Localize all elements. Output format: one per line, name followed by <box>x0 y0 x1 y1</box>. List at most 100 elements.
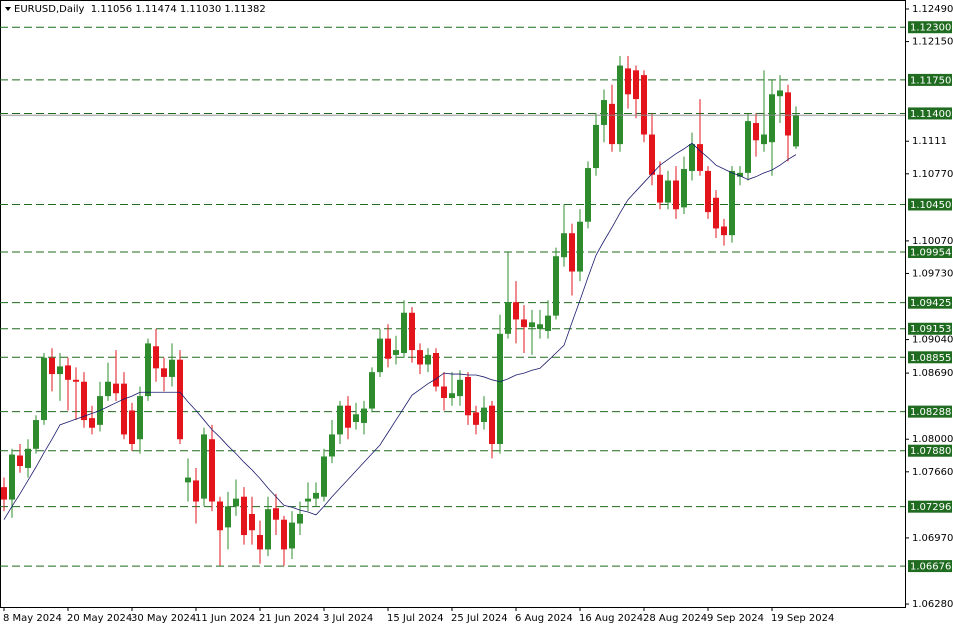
candle-body <box>41 357 47 421</box>
candle-body <box>793 115 799 147</box>
x-tick-label: 6 Aug 2024 <box>515 613 573 624</box>
candle-body <box>593 124 599 169</box>
candle-body <box>249 513 255 531</box>
level-label-text: 1.09425 <box>910 298 951 309</box>
candle-body <box>769 94 775 143</box>
level-label-text: 1.12300 <box>910 23 951 34</box>
candle-body <box>417 350 423 365</box>
candle-body <box>345 405 351 428</box>
x-tick-label: 8 May 2024 <box>3 613 62 624</box>
candle-body <box>617 65 623 145</box>
level-label-text: 1.09954 <box>910 247 951 258</box>
candle-body <box>777 90 783 97</box>
level-label-text: 1.10450 <box>910 200 951 211</box>
candle-body <box>305 498 311 502</box>
level-label: 1.07296 <box>908 500 952 513</box>
candle-body <box>465 376 471 416</box>
candle-body <box>689 144 695 171</box>
candle-body <box>697 144 703 171</box>
x-tick-label: 15 Jul 2024 <box>387 613 444 624</box>
candle-body <box>457 379 463 397</box>
candle-body <box>281 519 287 550</box>
candle-body <box>441 386 447 399</box>
candle-body <box>297 513 303 524</box>
candle-body <box>505 302 511 334</box>
level-label-text: 1.08288 <box>910 407 951 418</box>
level-label-text: 1.08855 <box>910 353 951 364</box>
level-label-box <box>908 245 952 258</box>
x-tick-label: 11 Jun 2024 <box>195 613 255 624</box>
candle-body <box>129 410 135 445</box>
candle-body <box>553 256 559 316</box>
level-label-text: 1.07880 <box>910 446 951 457</box>
candle-body <box>721 226 727 236</box>
menu-triangle[interactable] <box>5 7 11 11</box>
candle-body <box>321 456 327 497</box>
level-label: 1.10450 <box>908 198 952 211</box>
candle-body <box>241 496 247 536</box>
candle-body <box>57 366 63 375</box>
chart-header: EURUSD,Daily 1.11056 1.11474 1.11030 1.1… <box>14 4 266 15</box>
moving-average <box>3 142 797 520</box>
level-label: 1.06676 <box>908 560 952 573</box>
candle-body <box>665 180 671 203</box>
candle-body <box>761 134 767 145</box>
candle-body <box>217 501 223 531</box>
candle-body <box>185 477 191 483</box>
candle-body <box>673 180 679 210</box>
candle-body <box>577 221 583 272</box>
candle-body <box>425 354 431 365</box>
candle-body <box>409 312 415 351</box>
level-label: 1.08855 <box>908 351 952 364</box>
candle-body <box>73 379 79 382</box>
candle-body <box>473 412 479 425</box>
candle-body <box>161 368 167 377</box>
candle-body <box>729 170 735 236</box>
y-tick-label: 1.12150 <box>912 37 953 48</box>
candle-body <box>121 383 127 435</box>
x-tick-label: 21 Jun 2024 <box>259 613 319 624</box>
candle-body <box>785 92 791 136</box>
x-tick-label: 25 Jul 2024 <box>451 613 508 624</box>
candle-body <box>753 123 759 141</box>
level-label-box <box>908 296 952 309</box>
candle-body <box>289 522 295 549</box>
candle-body <box>633 70 639 100</box>
candle-body <box>497 333 503 445</box>
x-tick-label: 19 Sep 2024 <box>771 613 834 624</box>
x-tick-label: 28 Aug 2024 <box>643 613 707 624</box>
level-label-box <box>908 107 952 120</box>
level-label-box <box>908 500 952 513</box>
candle-body <box>713 197 719 229</box>
candle-body <box>153 346 159 369</box>
candle-body <box>569 233 575 272</box>
x-tick-label: 30 May 2024 <box>131 613 196 624</box>
y-tick-label: 1.12490 <box>912 4 953 15</box>
candle-body <box>265 509 271 550</box>
candle-body <box>377 338 383 373</box>
candle-body <box>657 174 663 203</box>
level-label: 1.09153 <box>908 322 952 335</box>
candle-body <box>641 75 647 135</box>
candle-body <box>81 381 87 421</box>
candle-body <box>193 480 199 502</box>
y-tick-label: 1.09730 <box>912 268 953 279</box>
candle-body <box>433 352 439 387</box>
candle-body <box>329 434 335 457</box>
candle-body <box>169 359 175 377</box>
y-tick-label: 1.10770 <box>912 169 953 180</box>
level-label-text: 1.11400 <box>910 109 951 120</box>
candle-body <box>33 420 39 449</box>
candle-body <box>89 418 95 428</box>
candle-body <box>705 170 711 213</box>
level-label-text: 1.06676 <box>910 562 951 573</box>
candle-body <box>137 396 143 440</box>
level-label: 1.08288 <box>908 405 952 418</box>
y-tick-label: 1.08690 <box>912 368 953 379</box>
candle-body <box>489 405 495 445</box>
plot-frame <box>0 0 906 608</box>
candle-body <box>9 454 15 500</box>
candle-body <box>209 439 215 502</box>
x-tick-label: 20 May 2024 <box>67 613 132 624</box>
candle-body <box>201 434 207 499</box>
